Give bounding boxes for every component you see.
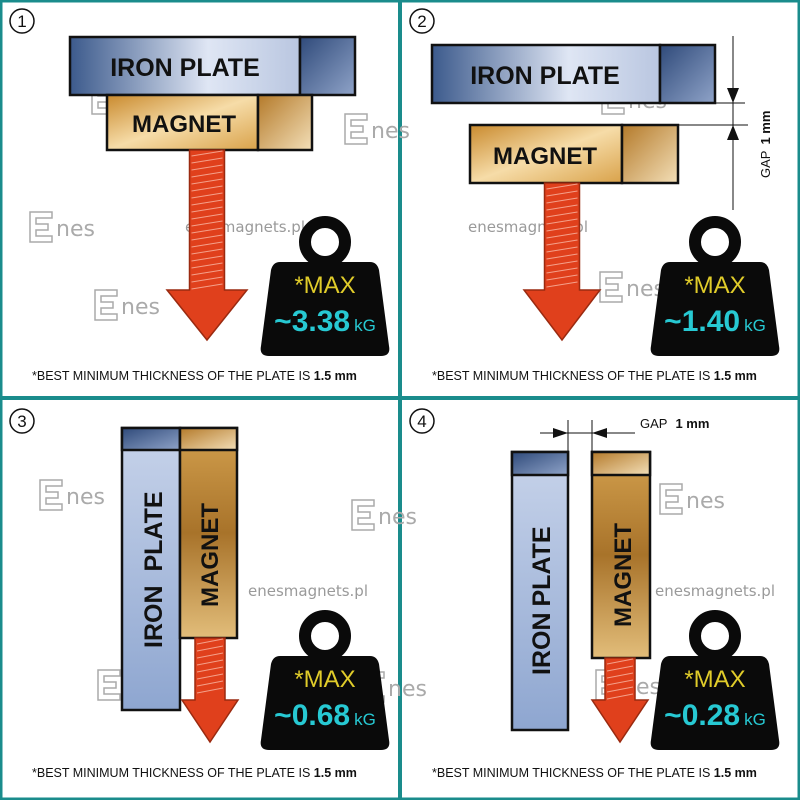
weight-body: [260, 262, 390, 356]
max-force-value: ~1.40 kG: [664, 305, 766, 338]
svg-text:nes: nes: [66, 485, 105, 510]
weight-body: [650, 262, 780, 356]
panel-number-3: 3: [9, 408, 35, 434]
weight-ring: [299, 216, 351, 268]
watermark-logo: nes: [659, 483, 725, 515]
gap-label: GAP1 mm: [758, 111, 773, 178]
watermark-logo: nes: [351, 499, 417, 531]
max-force-value: ~3.38 kG: [274, 305, 376, 338]
iron-plate-label: IRON PLATE: [470, 62, 620, 90]
panel-number-1: 1: [9, 8, 35, 34]
magnet: MAGNET: [178, 426, 239, 640]
footer-note: *BEST MINIMUM THICKNESS OF THE PLATE IS …: [432, 766, 757, 780]
watermark-site: enesmagnets.pl: [655, 582, 775, 600]
force-arrow: [165, 149, 249, 342]
watermark-logo: nes: [344, 113, 410, 145]
force-arrow: [180, 637, 240, 744]
panel-2: IRON PLATE MAGNET GAP1 mm: [430, 36, 773, 210]
magnet-label: MAGNET: [493, 143, 597, 170]
magnet-label: MAGNET: [132, 111, 236, 138]
svg-text:1: 1: [17, 12, 26, 31]
weight-ring: [689, 610, 741, 662]
magnet: MAGNET: [590, 450, 652, 660]
panel-number-4: 4: [409, 408, 435, 434]
magnet: MAGNET: [105, 93, 314, 152]
svg-text:nes: nes: [378, 505, 417, 530]
magnet-label: MAGNET: [610, 523, 637, 627]
footer-note: *BEST MINIMUM THICKNESS OF THE PLATE IS …: [32, 369, 357, 383]
panel-1: IRON PLATE MAGNET: [68, 35, 357, 152]
svg-text:nes: nes: [388, 677, 427, 702]
max-force-value: ~0.28 kG: [664, 699, 766, 732]
svg-text:4: 4: [417, 412, 426, 431]
footer-note: *BEST MINIMUM THICKNESS OF THE PLATE IS …: [432, 369, 757, 383]
iron-plate-label: IRONPLATE: [528, 526, 556, 675]
weight-2: *MAX ~1.40 kG: [650, 216, 780, 356]
weight-ring: [689, 216, 741, 268]
weight-1: *MAX ~3.38 kG: [260, 216, 390, 356]
panel-number-2: 2: [409, 8, 435, 34]
watermark-logo: nes: [29, 211, 95, 243]
svg-text:nes: nes: [56, 217, 95, 242]
iron-plate: IRONPLATE: [510, 450, 570, 732]
gap-dimension: GAP1 mm: [678, 36, 773, 210]
iron-plate-label: IRONPLATE: [140, 491, 168, 648]
svg-text:2: 2: [417, 12, 426, 31]
watermark-logo: nes: [94, 289, 160, 321]
footer-note: *BEST MINIMUM THICKNESS OF THE PLATE IS …: [32, 766, 357, 780]
iron-plate: IRON PLATE: [68, 35, 357, 97]
max-force-value: ~0.68 kG: [274, 699, 376, 732]
magnet-label: MAGNET: [197, 503, 224, 607]
weight-body: [260, 656, 390, 750]
svg-text:nes: nes: [121, 295, 160, 320]
svg-text:nes: nes: [686, 489, 725, 514]
weight-ring: [299, 610, 351, 662]
horizontal-divider: [0, 396, 800, 400]
weight-4: *MAX ~0.28 kG: [650, 610, 780, 750]
weight-3: *MAX ~0.68 kG: [260, 610, 390, 750]
max-label: *MAX: [294, 272, 355, 299]
watermark-logo: nes: [599, 271, 665, 303]
arrows-and-weights: *MAX ~3.38 kG *MAX ~1.40 kG *MAX ~0.68 kG *MAX ~0.…: [165, 149, 780, 750]
iron-plate: IRON PLATE: [430, 43, 717, 105]
force-arrow: [522, 182, 602, 342]
force-arrow: [590, 657, 650, 744]
svg-text:3: 3: [17, 412, 26, 431]
weight-body: [650, 656, 780, 750]
max-label: *MAX: [684, 272, 745, 299]
watermark-logo: nes: [39, 479, 105, 511]
panel-3: IRONPLATE MAGNET: [120, 426, 239, 712]
magnet: MAGNET: [468, 123, 680, 185]
iron-plate: IRONPLATE: [120, 426, 182, 712]
max-label: *MAX: [294, 666, 355, 693]
watermark-site: enesmagnets.pl: [248, 582, 368, 600]
max-label: *MAX: [684, 666, 745, 693]
iron-plate-label: IRON PLATE: [110, 54, 260, 82]
svg-text:nes: nes: [371, 119, 410, 144]
